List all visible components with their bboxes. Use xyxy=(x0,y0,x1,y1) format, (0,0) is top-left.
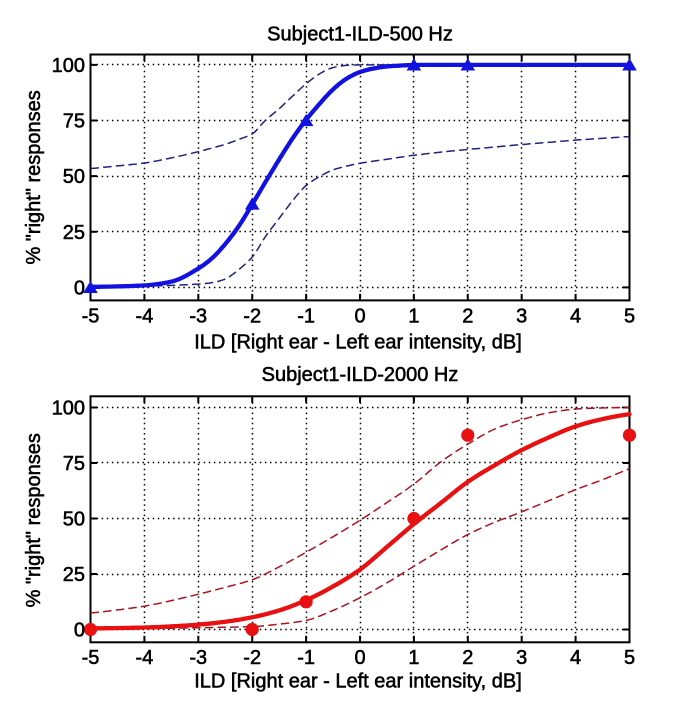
svg-text:0: 0 xyxy=(354,305,365,327)
svg-text:5: 5 xyxy=(624,647,635,669)
svg-text:-4: -4 xyxy=(136,305,154,327)
svg-text:4: 4 xyxy=(570,305,581,327)
svg-text:-5: -5 xyxy=(82,647,100,669)
svg-text:% "right" responses: % "right" responses xyxy=(23,433,45,607)
svg-text:50: 50 xyxy=(63,509,85,531)
svg-text:25: 25 xyxy=(63,222,85,244)
svg-text:100: 100 xyxy=(52,55,85,77)
svg-text:75: 75 xyxy=(63,453,85,475)
svg-text:2: 2 xyxy=(462,647,473,669)
svg-text:-3: -3 xyxy=(189,305,207,327)
svg-text:ILD [Right ear - Left ear inte: ILD [Right ear - Left ear intensity, dB] xyxy=(194,670,522,692)
svg-text:Subject1-ILD-500 Hz: Subject1-ILD-500 Hz xyxy=(267,24,453,46)
svg-text:25: 25 xyxy=(63,564,85,586)
svg-text:75: 75 xyxy=(63,111,85,133)
svg-text:% "right" responses: % "right" responses xyxy=(23,90,45,264)
svg-text:100: 100 xyxy=(52,398,85,420)
svg-text:0: 0 xyxy=(354,647,365,669)
svg-text:ILD [Right ear - Left ear inte: ILD [Right ear - Left ear intensity, dB] xyxy=(194,331,522,353)
svg-text:-1: -1 xyxy=(297,647,315,669)
svg-text:3: 3 xyxy=(516,305,527,327)
svg-text:2: 2 xyxy=(462,305,473,327)
svg-text:-4: -4 xyxy=(136,647,154,669)
svg-text:-2: -2 xyxy=(243,305,261,327)
svg-text:-5: -5 xyxy=(82,305,100,327)
svg-text:5: 5 xyxy=(624,305,635,327)
svg-text:50: 50 xyxy=(63,166,85,188)
svg-text:0: 0 xyxy=(74,277,85,299)
svg-text:1: 1 xyxy=(408,647,419,669)
svg-text:4: 4 xyxy=(570,647,581,669)
svg-text:0: 0 xyxy=(74,620,85,642)
svg-text:-2: -2 xyxy=(243,647,261,669)
svg-text:1: 1 xyxy=(408,305,419,327)
svg-text:-3: -3 xyxy=(189,647,207,669)
svg-text:-1: -1 xyxy=(297,305,315,327)
svg-text:3: 3 xyxy=(516,647,527,669)
svg-text:Subject1-ILD-2000 Hz: Subject1-ILD-2000 Hz xyxy=(262,364,459,386)
